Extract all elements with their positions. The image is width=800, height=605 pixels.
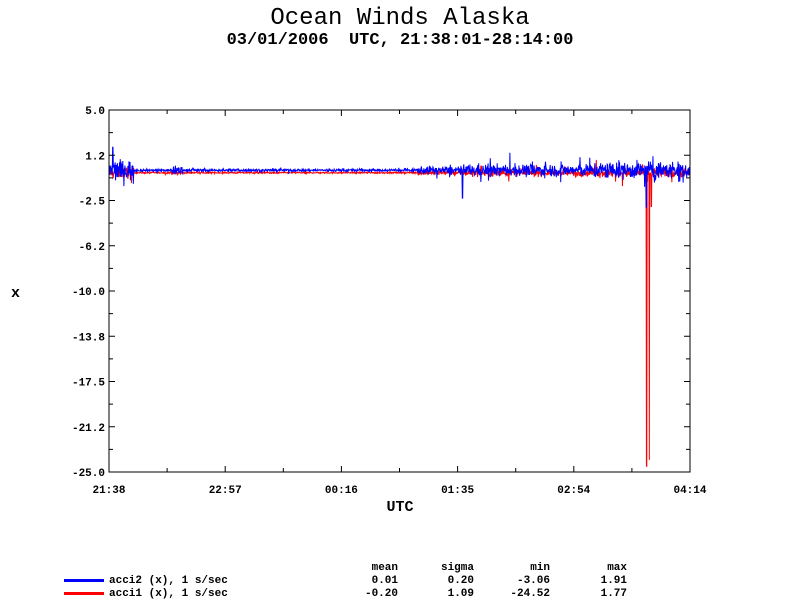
y-tick-label: -25.0 bbox=[72, 468, 105, 480]
x-tick-label: 22:57 bbox=[209, 485, 242, 497]
chart-title: Ocean Winds Alaska bbox=[270, 5, 530, 32]
x-tick-labels: 21:38 22:57 00:16 01:35 02:54 04:14 bbox=[92, 485, 706, 497]
y-tick-label: -13.8 bbox=[72, 332, 105, 344]
y-tick-label: -6.2 bbox=[79, 242, 105, 254]
series-line-acci2 bbox=[108, 146, 691, 208]
y-tick-label: -17.5 bbox=[72, 378, 105, 390]
y-tick-label: -10.0 bbox=[72, 287, 105, 299]
plot-series-group bbox=[108, 146, 691, 467]
x-tick-label: 00:16 bbox=[325, 485, 358, 497]
axis-ticks bbox=[108, 109, 691, 473]
x-tick-label: 02:54 bbox=[557, 485, 590, 497]
y-tick-label: -2.5 bbox=[79, 197, 106, 209]
series-line-acci1 bbox=[108, 159, 691, 467]
y-tick-label: 5.0 bbox=[85, 106, 105, 118]
x-axis-label: UTC bbox=[386, 499, 414, 516]
chart-subtitle: 03/01/2006 UTC, 21:38:01-28:14:00 bbox=[226, 31, 574, 50]
x-tick-label: 04:14 bbox=[673, 485, 706, 497]
y-tick-labels: 5.0 1.2 -2.5 -6.2 -10.0 -13.8 -17.5 -21.2 -25.0 bbox=[72, 106, 105, 480]
plot-frame bbox=[108, 109, 691, 473]
y-axis-label: x bbox=[11, 285, 21, 302]
y-tick-label: -21.2 bbox=[72, 423, 105, 435]
y-tick-label: 1.2 bbox=[85, 151, 105, 163]
x-tick-label: 21:38 bbox=[92, 485, 125, 497]
x-tick-label: 01:35 bbox=[441, 485, 474, 497]
